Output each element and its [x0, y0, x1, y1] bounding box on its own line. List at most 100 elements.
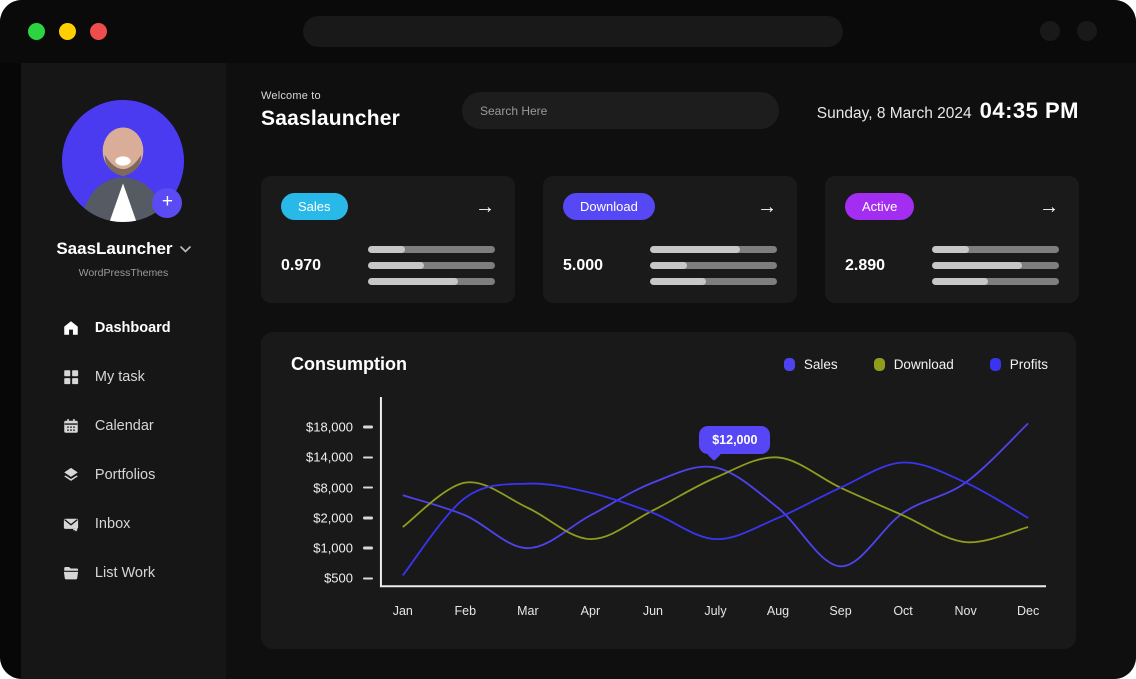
inbox-icon — [62, 515, 80, 533]
window-controls — [28, 23, 107, 40]
titlebar-actions — [1040, 21, 1097, 41]
axis-lines — [381, 397, 1046, 586]
avatar-photo — [62, 100, 185, 222]
stat-badge: Sales — [281, 193, 348, 220]
arrow-right-icon[interactable]: → — [475, 195, 495, 218]
legend-dot — [989, 358, 1001, 371]
arrow-right-icon[interactable]: → — [1039, 195, 1059, 218]
x-tick: Jun — [642, 604, 663, 618]
legend-dot — [873, 358, 885, 371]
legend-label: Profits — [1009, 357, 1048, 372]
y-tick: $14,000 — [306, 450, 373, 465]
x-axis: Jan Feb Mar Apr Jun July Aug Sep Oct Nov Dec — [373, 595, 1048, 625]
y-tick: $500 — [324, 571, 373, 586]
stat-card-sales: Sales → 0.970 — [261, 176, 515, 303]
plot-area: $12,000 — [373, 395, 1048, 595]
app-title: Saaslauncher — [261, 107, 400, 130]
folder-icon — [62, 564, 80, 582]
legend-item-profits[interactable]: Profits — [989, 357, 1048, 372]
y-tick: $2,000 — [313, 510, 373, 525]
stat-card-active: Active → 2.890 — [825, 176, 1079, 303]
line-series-profits — [403, 462, 1028, 575]
add-account-button[interactable]: + — [152, 188, 183, 218]
sidebar-item-my-task[interactable]: My task — [62, 368, 226, 386]
title-bar — [0, 0, 1136, 63]
x-tick: Aug — [766, 604, 790, 618]
avatar[interactable]: + — [62, 100, 185, 222]
legend-item-sales[interactable]: Sales — [783, 357, 838, 372]
consumption-chart-card: Consumption Sales Download Profits $18,000… — [261, 332, 1076, 649]
chart-header: Consumption Sales Download Profits — [291, 354, 1048, 375]
arrow-right-icon[interactable]: → — [757, 195, 777, 218]
stat-cards: Sales → 0.970 Download → 5.000 Active → 2.890 — [261, 176, 1079, 303]
sidebar-item-list-work[interactable]: List Work — [62, 564, 226, 582]
y-tick: $8,000 — [313, 480, 373, 495]
stat-value: 5.000 — [563, 256, 604, 274]
x-tick: July — [704, 604, 727, 618]
chart-tooltip: $12,000 — [699, 425, 771, 454]
grid-icon — [62, 368, 80, 386]
progress-bar — [650, 246, 777, 253]
x-tick: Mar — [517, 604, 539, 618]
x-tick: Sep — [829, 604, 852, 618]
sidebar-item-label: Portfolios — [94, 467, 156, 483]
chart-plot: $18,000 $14,000 $8,000 $2,000 $1,000 $500 $12… — [291, 395, 1048, 595]
line-series-download — [403, 457, 1028, 542]
legend-item-download[interactable]: Download — [873, 357, 954, 372]
x-tick: Dec — [1017, 604, 1040, 618]
layers-icon — [62, 466, 80, 484]
welcome-block: Welcome to Saaslauncher — [261, 90, 400, 131]
titlebar-action-icon[interactable] — [1040, 21, 1060, 41]
sidebar-item-label: List Work — [94, 565, 156, 581]
main-content: Welcome to Saaslauncher Sunday, 8 March … — [226, 63, 1136, 679]
stat-bars — [368, 246, 495, 285]
profile-name: SaasLauncher — [56, 239, 173, 258]
titlebar-action-icon[interactable] — [1077, 21, 1097, 41]
welcome-label: Welcome to — [261, 90, 321, 102]
stat-value: 0.970 — [281, 256, 322, 274]
line-chart — [373, 395, 1048, 595]
sidebar-menu: Dashboard My task Calendar Portfolios Inbox L… — [21, 319, 226, 582]
x-tick: Nov — [954, 604, 977, 618]
chevron-down-icon — [179, 245, 191, 253]
x-tick: Apr — [580, 604, 601, 618]
progress-bar — [368, 262, 495, 269]
sidebar-item-inbox[interactable]: Inbox — [62, 515, 226, 533]
sidebar: + SaasLauncher WordPressThemes Dashboard… — [20, 63, 226, 679]
date-label: Sunday, 8 March 2024 — [816, 104, 972, 122]
home-icon — [62, 319, 80, 337]
x-tick: Feb — [454, 604, 477, 618]
y-axis: $18,000 $14,000 $8,000 $2,000 $1,000 $500 — [291, 395, 373, 595]
stat-badge: Active — [845, 193, 915, 220]
progress-bar — [650, 262, 777, 269]
sidebar-item-portfolios[interactable]: Portfolios — [62, 466, 226, 484]
search-input[interactable] — [461, 92, 779, 129]
chart-legend: Sales Download Profits — [783, 357, 1048, 372]
progress-bar — [650, 278, 777, 285]
x-tick: Oct — [893, 604, 913, 618]
sidebar-item-calendar[interactable]: Calendar — [62, 417, 226, 435]
stat-bars — [932, 246, 1059, 285]
calendar-icon — [62, 417, 80, 435]
sidebar-item-dashboard[interactable]: Dashboard — [62, 319, 226, 337]
yellow-traffic-light-button[interactable] — [59, 23, 76, 40]
profile-name-row[interactable]: SaasLauncher — [56, 239, 191, 259]
progress-bar — [932, 262, 1059, 269]
address-bar[interactable] — [303, 16, 843, 47]
progress-bar — [368, 278, 495, 285]
legend-label: Download — [893, 357, 954, 372]
sidebar-item-label: Inbox — [94, 516, 131, 532]
y-tick: $18,000 — [306, 420, 373, 435]
y-tick: $1,000 — [313, 541, 373, 556]
green-traffic-light-button[interactable] — [28, 23, 45, 40]
page-header: Welcome to Saaslauncher Sunday, 8 March … — [261, 90, 1079, 131]
stat-badge: Download — [563, 193, 655, 220]
legend-dot — [783, 358, 795, 371]
stat-bars — [650, 246, 777, 285]
x-tick: Jan — [392, 604, 413, 618]
sidebar-item-label: Dashboard — [94, 320, 171, 336]
red-traffic-light-button[interactable] — [90, 23, 107, 40]
stat-card-download: Download → 5.000 — [543, 176, 797, 303]
sidebar-gutter — [0, 63, 21, 679]
